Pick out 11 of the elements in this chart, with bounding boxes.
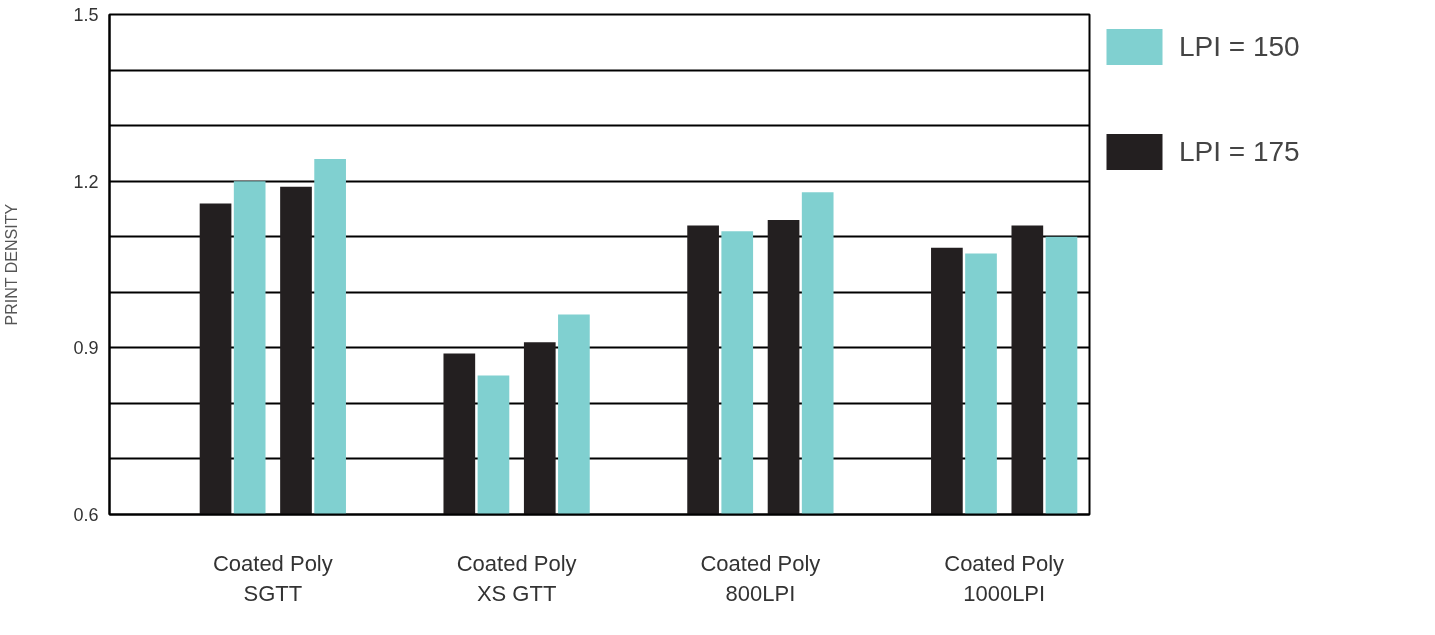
x-tick-label: Coated Poly 1000LPI: [944, 550, 1065, 606]
legend-label: LPI = 150: [1179, 30, 1300, 63]
x-tick-label: Coated Poly 800LPI: [700, 550, 821, 606]
y-tick-label: 0.9: [73, 338, 99, 359]
legend-label: LPI = 175: [1179, 135, 1300, 168]
x-tick-label: Coated Poly XS GTT: [456, 550, 577, 606]
y-axis-title: PRINT DENSITY: [3, 203, 21, 326]
x-tick-label: Coated Poly SGTT: [212, 550, 333, 606]
y-tick-label: 1.5: [73, 5, 99, 25]
y-tick-label: 0.6: [73, 505, 99, 525]
y-tick-label: 1.2: [73, 171, 99, 192]
